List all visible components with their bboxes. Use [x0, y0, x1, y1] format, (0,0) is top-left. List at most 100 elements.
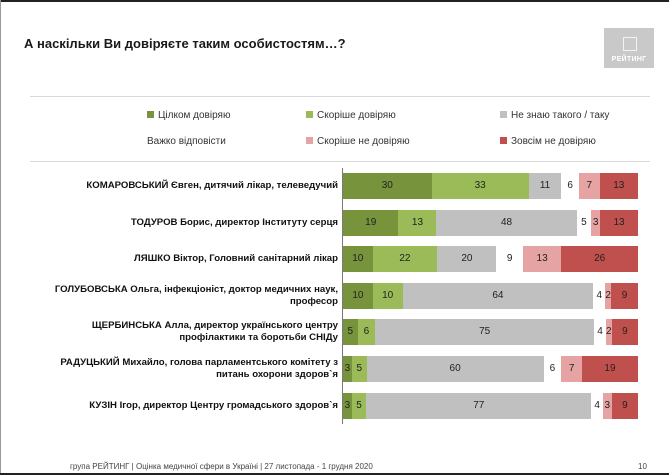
data-label: 19	[604, 363, 616, 374]
data-label: 10	[352, 253, 364, 264]
bar-segment	[437, 246, 497, 272]
data-label: 7	[586, 180, 593, 191]
data-label: 5	[581, 217, 587, 228]
data-label: 13	[613, 180, 625, 191]
legend-swatch	[500, 136, 507, 144]
legend-label: Скоріше не довіряю	[317, 136, 410, 147]
data-label: 77	[473, 400, 485, 411]
data-label: 75	[479, 326, 491, 337]
bar-segment	[402, 283, 594, 309]
data-label: 60	[449, 363, 461, 374]
bar-segment	[343, 356, 352, 382]
bar-segment	[351, 393, 367, 419]
data-label: 11	[539, 180, 551, 191]
data-label: 2	[605, 290, 611, 301]
data-label: 4	[597, 326, 603, 337]
legend-label: Важко відповісти	[147, 136, 226, 147]
data-label: 22	[399, 253, 411, 264]
bar-segment	[594, 319, 606, 345]
bar-segment	[593, 283, 606, 309]
bar-segment	[398, 210, 437, 236]
data-label: 3	[592, 217, 599, 228]
bar-segment	[591, 210, 601, 236]
bottom-border	[0, 473, 669, 475]
category-label-line: ГОЛУБОВСЬКА Ольга, інфекціоніст, доктор …	[54, 284, 338, 295]
legend-label: Цілком довіряю	[158, 110, 231, 121]
bar-segment	[605, 283, 612, 309]
logo-text: РЕЙТИНГ	[611, 56, 647, 63]
bar-segment	[496, 246, 523, 272]
bar-segment	[366, 356, 544, 382]
bar-segment	[599, 173, 638, 199]
category-label: ТОДУРОВ Борис, директор Інституту серця	[131, 217, 338, 229]
category-label-line: питань охорони здоров`я	[216, 369, 338, 380]
data-label: 2	[606, 326, 612, 337]
data-label: 6	[363, 326, 370, 337]
top-border	[0, 0, 669, 2]
bar-segment	[343, 246, 373, 272]
category-label-line: профілактики та боротьби СНІДу	[179, 332, 338, 343]
bar-segment	[591, 393, 603, 419]
data-label: 48	[500, 217, 513, 228]
data-label: 9	[622, 326, 628, 337]
data-label: 30	[381, 180, 393, 191]
data-label: 6	[567, 180, 573, 191]
category-label: ГОЛУБОВСЬКА Ольга, інфекціоніст, доктор …	[55, 284, 338, 308]
data-label: 13	[536, 253, 548, 264]
bar-segment	[431, 173, 529, 199]
bar-segment	[436, 210, 577, 236]
rating-logo: РЕЙТИНГ	[604, 28, 654, 68]
data-label: 7	[568, 363, 575, 374]
category-label: КУЗІН Ігор, директор Центру громадського…	[89, 400, 338, 412]
category-label-line: професор	[289, 296, 338, 307]
legend-item: Зовсім не довіряю	[500, 136, 596, 147]
axis-line	[342, 168, 343, 424]
data-label: 4	[596, 290, 603, 301]
data-label: 33	[474, 180, 486, 191]
data-label: 13	[613, 217, 625, 228]
bar-segment	[561, 246, 638, 272]
legend-swatch	[147, 110, 154, 118]
bar-segment	[600, 210, 638, 236]
legend-label: Зовсім не довіряю	[511, 136, 596, 147]
data-label: 19	[365, 217, 377, 228]
bar-segment	[343, 283, 373, 309]
bar-segment	[561, 356, 582, 382]
data-label: 64	[492, 290, 504, 301]
bar-segment	[375, 319, 595, 345]
data-label: 3	[604, 400, 611, 411]
legend-label: Не знаю такого / таку	[511, 110, 610, 121]
category-label-line: ЩЕРБИНСЬКА Алла, директор українського ц…	[91, 320, 338, 331]
legend-label: Скоріше довіряю	[317, 110, 396, 121]
bar-segment	[543, 356, 562, 382]
data-label: 9	[506, 253, 513, 264]
legend-item: Скоріше довіряю	[306, 110, 396, 121]
bar-segment	[528, 173, 562, 199]
bar-segment	[611, 393, 638, 419]
category-label-line: ТОДУРОВ Борис, директор Інституту серця	[130, 217, 338, 228]
chart-title: А наскільки Ви довіряєте таким особистос…	[24, 36, 346, 51]
bar-segment	[605, 319, 612, 345]
data-label: 6	[549, 363, 556, 374]
bar-segment	[581, 356, 638, 382]
bar-segment	[372, 283, 403, 309]
bar-segment	[611, 283, 638, 309]
data-label: 4	[594, 400, 600, 411]
category-label-line: КОМАРОВСЬКИЙ Євген, дитячий лікар, телев…	[86, 180, 338, 191]
bar-segment	[611, 319, 638, 345]
data-label: 10	[382, 290, 394, 301]
legend-swatch	[306, 136, 313, 144]
legend-swatch	[306, 110, 313, 118]
data-label: 5	[356, 363, 362, 374]
category-label-line: КУЗІН Ігор, директор Центру громадського…	[89, 400, 338, 411]
bar-segment	[343, 393, 352, 419]
page-number: 10	[638, 462, 647, 471]
bar-segment	[372, 246, 438, 272]
legend-item: Скоріше не довіряю	[306, 136, 410, 147]
bar-segment	[357, 319, 376, 345]
category-label-line: ЛЯШКО Віктор, Головний санітарний лікар	[134, 253, 338, 264]
data-label: 10	[352, 290, 364, 301]
bar-segment	[343, 210, 399, 236]
legend-swatch	[500, 110, 507, 118]
category-label: ЛЯШКО Віктор, Головний санітарний лікар	[134, 253, 338, 265]
